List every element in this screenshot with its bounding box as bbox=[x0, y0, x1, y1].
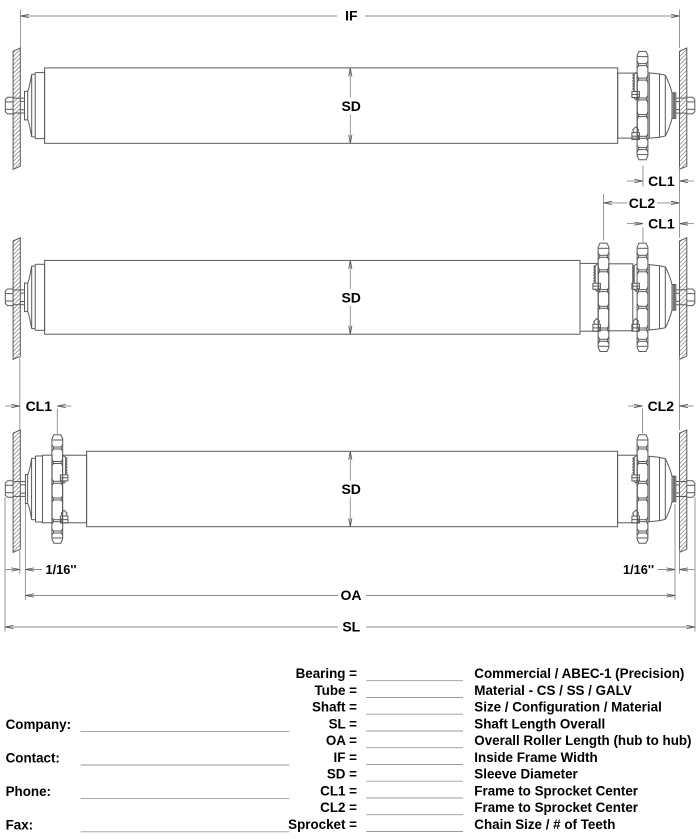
svg-text:Fax:: Fax: bbox=[6, 817, 34, 832]
svg-text:CL1 =: CL1 = bbox=[320, 783, 357, 798]
svg-text:IF =: IF = bbox=[334, 750, 358, 765]
svg-text:CL2: CL2 bbox=[648, 398, 675, 414]
svg-text:SD =: SD = bbox=[327, 767, 357, 782]
svg-text:CL1: CL1 bbox=[648, 216, 675, 232]
svg-text:Contact:: Contact: bbox=[6, 751, 60, 766]
svg-text:SL: SL bbox=[342, 618, 360, 634]
svg-text:Tube =: Tube = bbox=[314, 683, 357, 698]
svg-text:Sleeve Diameter: Sleeve Diameter bbox=[474, 767, 578, 782]
svg-text:Inside Frame Width: Inside Frame Width bbox=[474, 750, 597, 765]
svg-text:Overall Roller Length (hub to: Overall Roller Length (hub to hub) bbox=[474, 733, 691, 748]
svg-text:Chain Size / # of Teeth: Chain Size / # of Teeth bbox=[474, 817, 615, 832]
svg-text:SD: SD bbox=[341, 481, 360, 497]
svg-text:Sprocket =: Sprocket = bbox=[288, 817, 357, 832]
svg-text:Shaft =: Shaft = bbox=[312, 700, 357, 715]
svg-text:Company:: Company: bbox=[6, 717, 71, 732]
svg-text:IF: IF bbox=[345, 7, 358, 23]
svg-text:Size / Configuration / Materia: Size / Configuration / Material bbox=[474, 700, 662, 715]
svg-text:Bearing =: Bearing = bbox=[296, 666, 358, 681]
svg-text:CL2: CL2 bbox=[629, 195, 656, 211]
svg-text:CL1: CL1 bbox=[648, 173, 675, 189]
svg-text:1/16'': 1/16'' bbox=[46, 562, 77, 577]
svg-text:Frame to Sprocket Center: Frame to Sprocket Center bbox=[474, 783, 638, 798]
svg-text:CL2 =: CL2 = bbox=[320, 800, 357, 815]
svg-text:Frame to Sprocket Center: Frame to Sprocket Center bbox=[474, 800, 638, 815]
svg-text:Phone:: Phone: bbox=[6, 784, 51, 799]
svg-text:SL =: SL = bbox=[329, 716, 358, 731]
svg-text:Commercial / ABEC-1 (Precision: Commercial / ABEC-1 (Precision) bbox=[474, 666, 684, 681]
svg-text:1/16'': 1/16'' bbox=[623, 562, 654, 577]
svg-text:SD: SD bbox=[341, 98, 360, 114]
svg-text:OA: OA bbox=[341, 587, 362, 603]
svg-text:OA =: OA = bbox=[326, 733, 357, 748]
svg-text:CL1: CL1 bbox=[26, 398, 53, 414]
svg-text:SD: SD bbox=[341, 289, 360, 305]
svg-text:Shaft Length Overall: Shaft Length Overall bbox=[474, 716, 605, 731]
svg-text:Material - CS / SS / GALV: Material - CS / SS / GALV bbox=[474, 683, 632, 698]
